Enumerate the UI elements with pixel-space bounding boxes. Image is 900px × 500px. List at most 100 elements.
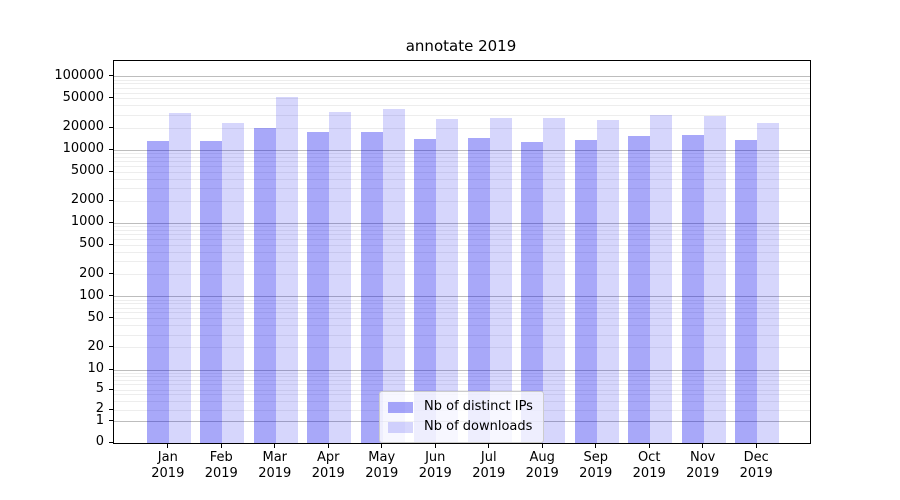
bar-distinct-ips-aug bbox=[521, 142, 544, 443]
gridline-minor bbox=[114, 187, 810, 189]
y-tick-mark bbox=[109, 148, 113, 150]
bar-distinct-ips-oct bbox=[628, 135, 651, 443]
y-tick-mark bbox=[109, 75, 113, 77]
y-tick-label: 20000 bbox=[62, 119, 104, 135]
gridline-minor bbox=[114, 252, 810, 254]
bar-downloads-jun bbox=[436, 119, 459, 443]
gridline-minor bbox=[114, 178, 810, 180]
bar-downloads-nov bbox=[703, 116, 726, 443]
y-tick-label: 200 bbox=[79, 265, 104, 281]
gridline-minor bbox=[114, 226, 810, 228]
x-tick-label: Oct 2019 bbox=[619, 450, 679, 482]
x-tick-mark bbox=[220, 443, 222, 448]
gridline-major bbox=[114, 369, 810, 371]
y-tick-label: 2000 bbox=[70, 192, 104, 208]
x-tick-label-month: Jan bbox=[157, 450, 178, 465]
gridline-minor bbox=[114, 127, 810, 129]
chart-title: annotate 2019 bbox=[405, 37, 517, 55]
y-tick-label: 5 bbox=[95, 381, 104, 396]
x-tick-label-year: 2019 bbox=[579, 466, 613, 481]
y-tick-label: 10 bbox=[87, 361, 104, 376]
gridline-minor bbox=[114, 299, 810, 301]
bar-distinct-ips-mar bbox=[253, 128, 276, 443]
y-tick-label: 20 bbox=[87, 338, 104, 354]
legend-swatch-distinct-ips bbox=[388, 401, 413, 413]
gridline-minor bbox=[114, 325, 810, 327]
y-tick-mark bbox=[109, 295, 113, 297]
gridline-minor bbox=[114, 83, 810, 85]
gridline-minor bbox=[114, 389, 810, 391]
gridline-minor bbox=[114, 318, 810, 320]
y-tick-label: 0 bbox=[95, 434, 104, 449]
gridline-minor bbox=[114, 171, 810, 173]
y-tick-mark bbox=[109, 441, 113, 443]
y-tick-label: 10000 bbox=[62, 141, 104, 157]
x-tick-label-year: 2019 bbox=[739, 466, 773, 481]
y-tick-mark bbox=[109, 420, 113, 421]
x-tick-mark bbox=[541, 443, 543, 448]
x-tick-mark bbox=[702, 443, 704, 448]
y-tick-label: 50 bbox=[87, 309, 104, 325]
legend-label-distinct-ips: Nb of distinct IPs bbox=[424, 399, 533, 414]
gridline-minor bbox=[114, 156, 810, 158]
gridline-minor bbox=[114, 114, 810, 116]
legend: Nb of distinct IPs Nb of downloads bbox=[379, 391, 544, 443]
y-tick-mark bbox=[109, 126, 113, 128]
bar-distinct-ips-dec bbox=[735, 140, 758, 443]
y-tick-label: 1 bbox=[95, 412, 104, 428]
x-tick-label: Aug 2019 bbox=[512, 450, 572, 482]
x-tick-label: Mar 2019 bbox=[245, 450, 305, 482]
y-tick-label: 500 bbox=[79, 236, 104, 252]
y-tick-mark bbox=[109, 221, 113, 223]
x-tick-label-year: 2019 bbox=[258, 466, 292, 481]
x-tick-label: Apr 2019 bbox=[298, 450, 358, 482]
gridline-major bbox=[114, 149, 810, 151]
x-tick-label-year: 2019 bbox=[365, 466, 399, 481]
legend-entry-downloads: Nb of downloads bbox=[388, 419, 533, 435]
x-tick-mark bbox=[755, 443, 757, 448]
bar-downloads-jul bbox=[489, 117, 512, 443]
x-tick-label-month: Aug bbox=[529, 450, 555, 465]
x-tick-mark bbox=[327, 443, 329, 448]
gridline-minor bbox=[114, 372, 810, 374]
gridline-minor bbox=[114, 105, 810, 107]
x-tick-mark bbox=[488, 443, 490, 448]
y-tick-label: 50000 bbox=[62, 89, 104, 105]
gridline-minor bbox=[114, 200, 810, 202]
gridline-minor bbox=[114, 98, 810, 100]
bar-distinct-ips-jan bbox=[146, 140, 169, 443]
y-tick-mark bbox=[109, 170, 113, 172]
gridline-minor bbox=[114, 234, 810, 236]
legend-swatch-downloads bbox=[388, 421, 413, 433]
x-tick-label-month: Mar bbox=[262, 450, 288, 465]
x-tick-label-month: Dec bbox=[743, 450, 769, 465]
x-tick-label: Jun 2019 bbox=[405, 450, 465, 482]
bar-distinct-ips-apr bbox=[307, 132, 330, 443]
y-tick-label: 100 bbox=[79, 287, 104, 303]
bar-downloads-sep bbox=[596, 119, 619, 443]
bar-distinct-ips-jul bbox=[467, 137, 490, 443]
bar-distinct-ips-nov bbox=[681, 134, 704, 443]
x-tick-mark bbox=[167, 443, 169, 448]
gridline-minor bbox=[114, 384, 810, 386]
x-tick-label: Dec 2019 bbox=[726, 450, 786, 482]
x-tick-label-month: Feb bbox=[209, 450, 233, 465]
bar-distinct-ips-feb bbox=[200, 141, 223, 443]
bar-distinct-ips-may bbox=[360, 131, 383, 443]
gridline-minor bbox=[114, 312, 810, 314]
x-tick-mark bbox=[595, 443, 597, 448]
bar-downloads-may bbox=[382, 108, 405, 443]
x-tick-label: Jul 2019 bbox=[459, 450, 519, 482]
gridline-minor bbox=[114, 165, 810, 167]
gridline-minor bbox=[114, 379, 810, 381]
x-tick-mark bbox=[381, 443, 383, 448]
gridline-minor bbox=[114, 87, 810, 89]
x-tick-label-month: Apr bbox=[317, 450, 340, 465]
gridline-major bbox=[114, 222, 810, 224]
y-tick-mark bbox=[109, 388, 113, 390]
y-tick-mark bbox=[109, 273, 113, 275]
plot-area: Nb of distinct IPs Nb of downloads bbox=[113, 60, 811, 444]
gridline-minor bbox=[114, 334, 810, 336]
y-tick-label: 2 bbox=[95, 401, 104, 416]
